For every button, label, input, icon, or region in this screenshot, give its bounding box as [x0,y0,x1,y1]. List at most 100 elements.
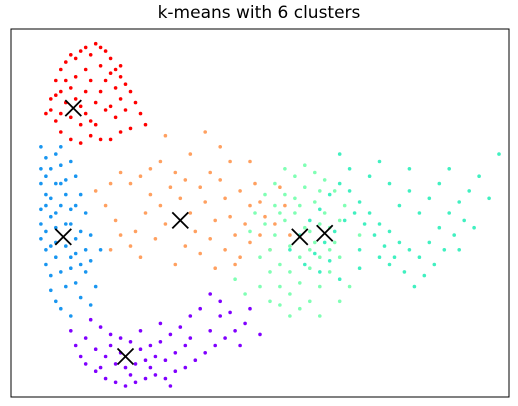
cluster-4-point [303,225,307,230]
cluster-5-point [437,225,442,230]
cluster-5-point [462,218,467,223]
cluster-0-point [69,86,73,90]
cluster-3-point [118,233,123,237]
cluster-5-point [352,211,357,215]
cluster-3-point [183,178,188,182]
cluster-2-point [118,336,123,340]
cluster-5-point [372,233,377,237]
cluster-1-point [69,314,73,318]
cluster-5-point [347,189,352,193]
cluster-4-point [273,181,277,186]
cluster-2-point [208,329,212,333]
cluster-0-point [78,141,83,145]
cluster-0-point [93,122,98,127]
cluster-2-point [218,314,222,318]
cluster-1-point [64,192,68,197]
cluster-4-point [298,281,302,285]
cluster-3-point [213,266,217,271]
cluster-3-point [243,222,247,226]
cluster-4-point [347,284,352,289]
cluster-5-point [442,248,447,252]
cluster-0-point [69,115,73,120]
cluster-5-point [367,174,372,178]
cluster-4-point [288,314,292,318]
cluster-1-point [39,207,43,212]
cluster-1-point [64,244,68,248]
cluster-3-point [143,211,148,215]
cluster-3-point [203,200,207,204]
cluster-0-point [59,89,63,94]
cluster-2-point [163,358,168,363]
cluster-2-point [123,365,128,370]
cluster-2-point [238,343,242,348]
cluster-2-point [103,376,108,381]
cluster-4-point [278,284,282,289]
cluster-4-point [263,192,267,197]
cluster-2-point [203,351,207,355]
cluster-2-point [248,306,252,311]
cluster-5-point [447,167,452,171]
cluster-2-point [183,365,188,370]
cluster-5-point [407,248,412,252]
cluster-0-point [93,41,98,46]
cluster-5-point [447,211,452,215]
cluster-0-point [83,67,88,72]
cluster-4-point [337,299,342,304]
cluster-4-point [298,306,302,311]
cluster-2-point [138,329,143,333]
cluster-3-point [218,145,222,149]
cluster-5-point [377,222,382,226]
cluster-0-point [54,78,58,83]
cluster-0-point [113,67,118,72]
centroid-marker-2 [116,347,135,366]
cluster-0-point [98,45,103,50]
cluster-4-point [288,244,292,248]
cluster-2-point [108,332,113,337]
cluster-1-point [73,237,78,241]
cluster-2-point [93,369,98,374]
cluster-4-point [293,211,297,215]
cluster-5-point [457,200,462,204]
cluster-3-point [208,237,212,241]
cluster-3-point [258,200,262,204]
cluster-3-point [103,203,108,208]
cluster-5-point [467,189,472,193]
cluster-2-point [83,336,88,340]
cluster-3-point [278,185,282,189]
cluster-0-point [73,75,78,79]
cluster-4-point [258,284,262,289]
centroid-marker-3 [171,211,189,230]
cluster-4-point [327,248,332,252]
centroid-marker-4 [291,228,309,246]
cluster-2-point [148,365,153,370]
cluster-3-point [93,189,98,193]
cluster-3-point [258,233,262,237]
cluster-3-point [128,244,133,248]
cluster-0-point [113,115,118,120]
cluster-1-point [49,167,53,171]
cluster-4-point [318,284,322,289]
cluster-4-point [337,218,342,223]
cluster-0-point [73,97,78,101]
cluster-4-point [303,185,307,189]
cluster-0-point [73,56,78,61]
cluster-1-point [83,248,88,252]
cluster-4-point [332,189,337,193]
cluster-0-point [128,126,133,131]
cluster-3-point [233,233,237,237]
cluster-5-point [327,259,332,263]
cluster-5-point [432,262,437,267]
cluster-2-point [98,325,103,329]
cluster-4-point [278,303,282,307]
cluster-1-point [44,229,48,234]
cluster-1-point [73,251,78,256]
cluster-1-point [69,255,73,259]
cluster-5-point [422,273,427,278]
cluster-1-point [78,295,83,300]
cluster-0-point [128,89,133,94]
cluster-3-point [118,170,123,175]
cluster-4-point [357,233,362,237]
cluster-5-point [382,244,387,248]
cluster-4-point [313,170,317,175]
